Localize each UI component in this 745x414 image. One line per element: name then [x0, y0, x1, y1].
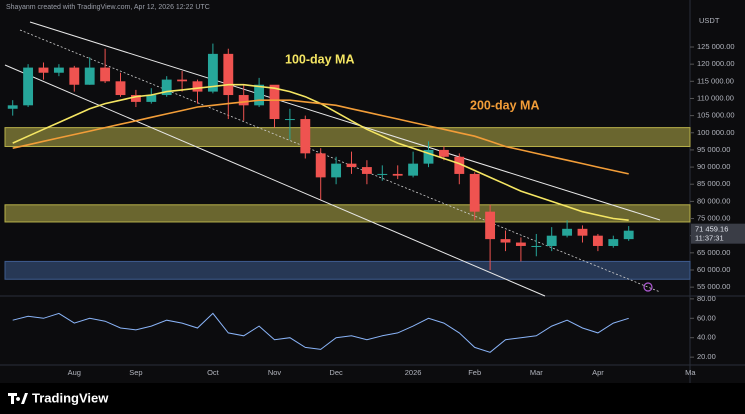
candle-body	[300, 119, 311, 154]
rsi-tick-label: 20.00	[697, 352, 716, 361]
price-tick-label: 125 000.00	[697, 42, 735, 51]
footer-bar	[0, 383, 745, 414]
rsi-line	[12, 312, 629, 353]
time-tick-label: Oct	[207, 368, 220, 377]
time-tick-label: Aug	[68, 368, 81, 377]
rsi-tick-label: 80.00	[697, 294, 716, 303]
candle-body	[531, 245, 542, 247]
countdown: 11:37:31	[695, 234, 724, 243]
candle-body	[546, 235, 557, 246]
event-icon	[643, 282, 653, 292]
time-tick-label: Apr	[592, 368, 604, 377]
candle-body	[284, 119, 295, 121]
channel-upper	[29, 21, 661, 221]
brand: TradingView	[8, 390, 109, 405]
price-tick-label: 55 000.00	[697, 282, 730, 291]
channel-mid	[19, 29, 661, 293]
rsi-tick-label: 60.00	[697, 313, 716, 322]
candle-body	[361, 167, 372, 174]
price-tick-label: 65 000.00	[697, 248, 730, 257]
zone	[4, 260, 691, 280]
candle-body	[423, 149, 434, 164]
time-tick-label: Sep	[129, 368, 142, 377]
channel-lower	[4, 64, 546, 297]
candle-body	[100, 67, 111, 82]
candle-body	[485, 211, 496, 240]
candle-body	[454, 156, 465, 174]
rsi-tick-label: 40.00	[697, 333, 716, 342]
last-price: 71 459.16	[695, 225, 728, 234]
candle-body	[23, 67, 34, 106]
candle-body	[238, 95, 249, 106]
candle-body	[331, 163, 342, 178]
candle-body	[438, 149, 449, 157]
price-tick-label: 90 000.00	[697, 162, 730, 171]
candle-body	[7, 105, 18, 109]
candle-body	[177, 79, 188, 82]
time-tick-label: Ma	[685, 368, 696, 377]
candle-body	[115, 81, 126, 96]
candle-body	[315, 153, 326, 178]
time-tick-label: 2026	[405, 368, 422, 377]
price-tick-label: 85 000.00	[697, 179, 730, 188]
price-tick-label: 115 000.00	[697, 76, 734, 85]
price-tick-label: 80 000.00	[697, 196, 730, 205]
zone	[4, 127, 691, 147]
candle-body	[269, 84, 280, 120]
candle-body	[577, 228, 588, 236]
candle-body	[608, 239, 619, 246]
candle-body	[38, 67, 49, 73]
price-tick-label: 105 000.00	[697, 111, 735, 120]
candle-body	[392, 173, 403, 176]
time-tick-label: Feb	[468, 368, 481, 377]
price-tick-label: 120 000.00	[697, 59, 735, 68]
moving-average	[12, 99, 629, 175]
brand-name: TradingView	[32, 390, 109, 405]
candle-body	[592, 235, 603, 246]
price-tick-label: 110 000.00	[697, 93, 734, 102]
candle-body	[469, 173, 480, 212]
currency: USDT	[699, 16, 720, 25]
price-tick-label: 75 000.00	[697, 214, 730, 223]
candle-body	[223, 53, 234, 96]
candle-body	[53, 67, 64, 73]
price-tick-label: 60 000.00	[697, 265, 730, 274]
candle-body	[408, 163, 419, 176]
candle-body	[84, 67, 95, 85]
candle-body	[192, 81, 203, 92]
price-tick-label: 100 000.00	[697, 128, 735, 137]
candle-body	[515, 242, 526, 246]
candle-body	[254, 84, 265, 106]
candle-body	[346, 163, 357, 168]
candle-body	[207, 53, 218, 92]
brand-logo	[8, 393, 28, 404]
time-tick-label: Nov	[268, 368, 282, 377]
candle-body	[500, 239, 511, 243]
candle-body	[562, 228, 573, 236]
time-tick-label: Dec	[329, 368, 343, 377]
ma-label: 200-day MA	[470, 98, 539, 112]
candle-body	[377, 173, 388, 175]
ma-label: 100-day MA	[285, 52, 354, 66]
candle-body	[69, 67, 80, 85]
price-tick-label: 95 000.00	[697, 145, 730, 154]
candle-body	[146, 95, 157, 102]
candle-body	[130, 95, 141, 102]
candle-body	[623, 230, 634, 240]
attribution: Shayanm created with TradingView.com, Ap…	[6, 4, 210, 11]
candle-body	[161, 79, 172, 96]
last-price-box	[691, 223, 745, 244]
time-tick-label: Mar	[530, 368, 543, 377]
zone	[4, 204, 691, 223]
